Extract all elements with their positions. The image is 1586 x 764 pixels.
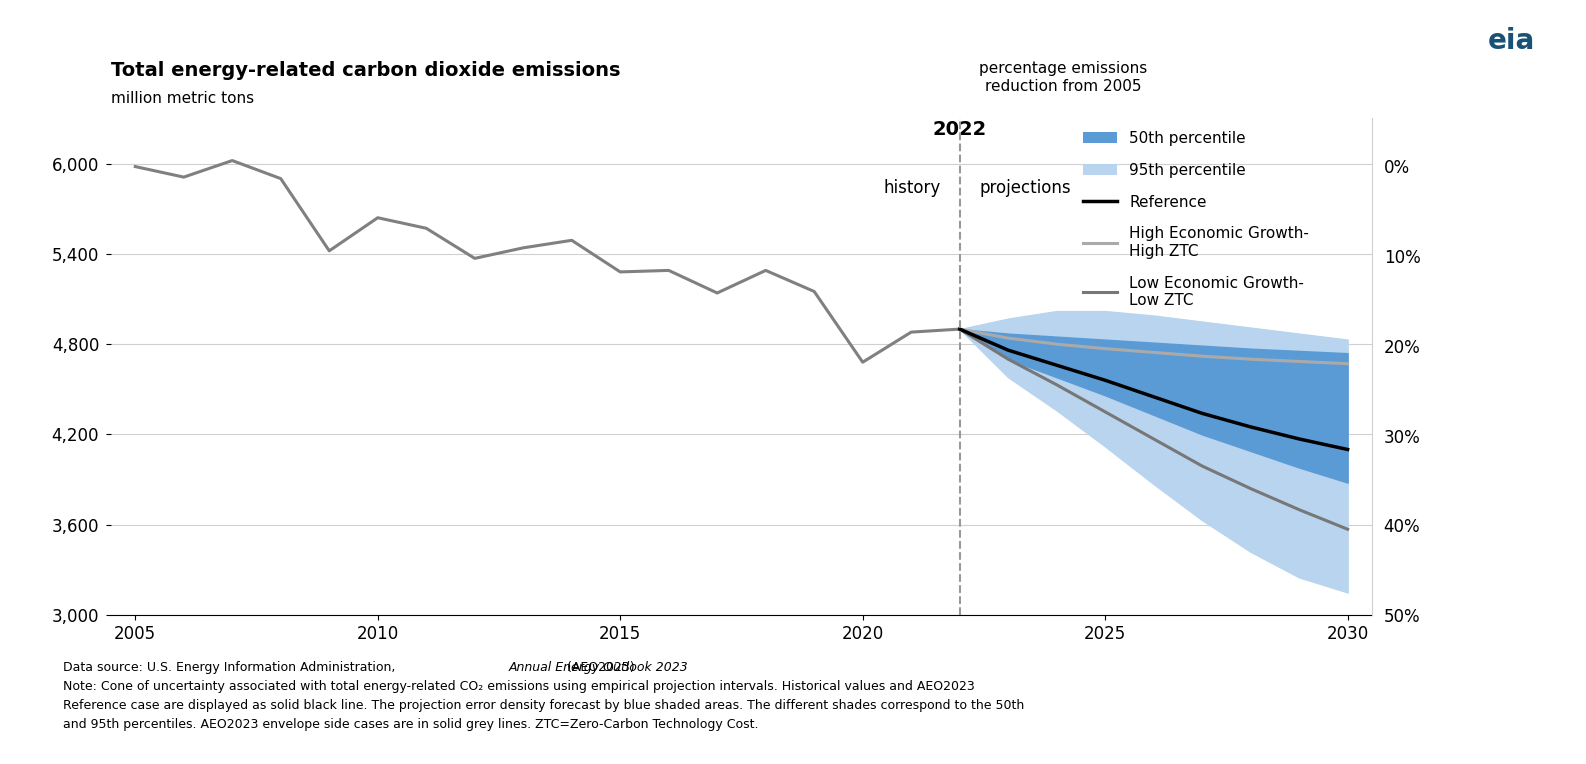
Text: (AEO2023): (AEO2023) (563, 661, 634, 674)
Text: Note: Cone of uncertainty associated with total energy-related CO₂ emissions usi: Note: Cone of uncertainty associated wit… (63, 680, 975, 693)
Text: Annual Energy Outlook 2023: Annual Energy Outlook 2023 (509, 661, 688, 674)
Text: million metric tons: million metric tons (111, 91, 254, 106)
Text: Total energy-related carbon dioxide emissions: Total energy-related carbon dioxide emis… (111, 61, 620, 80)
Text: 2022: 2022 (933, 121, 986, 140)
Text: Data source: U.S. Energy Information Administration,: Data source: U.S. Energy Information Adm… (63, 661, 400, 674)
Text: history: history (883, 179, 940, 196)
Text: projections: projections (979, 179, 1071, 196)
Text: percentage emissions
reduction from 2005: percentage emissions reduction from 2005 (979, 61, 1147, 94)
Legend: 50th percentile, 95th percentile, Reference, High Economic Growth-
High ZTC, Low: 50th percentile, 95th percentile, Refere… (1083, 131, 1308, 308)
Text: and 95th percentiles. AEO2023 envelope side cases are in solid grey lines. ZTC=Z: and 95th percentiles. AEO2023 envelope s… (63, 718, 760, 731)
Text: Reference case are displayed as solid black line. The projection error density f: Reference case are displayed as solid bl… (63, 699, 1025, 712)
Text: eia: eia (1488, 27, 1535, 55)
